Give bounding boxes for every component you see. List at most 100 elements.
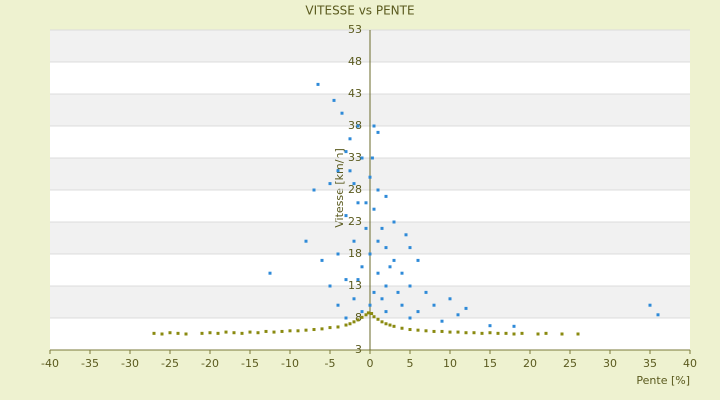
point	[440, 319, 444, 323]
point	[376, 130, 380, 134]
y-tick-label: 18	[348, 247, 362, 260]
point	[372, 290, 376, 294]
x-tick-label: -5	[325, 357, 336, 370]
point	[176, 331, 180, 335]
point	[372, 207, 376, 211]
chart-title: VITESSE vs PENTE	[305, 4, 414, 18]
point	[344, 214, 348, 218]
x-tick-label: -35	[81, 357, 99, 370]
point	[348, 322, 352, 326]
point	[328, 284, 332, 288]
point	[268, 271, 272, 275]
point	[376, 317, 380, 321]
x-tick-label: 10	[443, 357, 457, 370]
point	[424, 329, 428, 333]
point	[380, 297, 384, 301]
point	[408, 316, 412, 320]
point	[304, 328, 308, 332]
point	[372, 315, 376, 319]
point	[312, 328, 316, 332]
point	[480, 331, 484, 335]
point	[408, 246, 412, 250]
point	[384, 284, 388, 288]
point	[336, 325, 340, 329]
y-tick-label: 53	[348, 23, 362, 36]
point	[488, 324, 492, 328]
point	[512, 332, 516, 336]
point	[416, 328, 420, 332]
y-tick-label: 48	[348, 55, 362, 68]
point	[440, 329, 444, 333]
y-tick-label: 43	[348, 87, 362, 100]
point	[400, 303, 404, 307]
y-tick-label: 23	[348, 215, 362, 228]
point	[384, 310, 388, 314]
x-tick-label: -15	[241, 357, 259, 370]
point	[400, 326, 404, 330]
point	[328, 326, 332, 330]
point	[366, 311, 370, 315]
point	[248, 330, 252, 334]
point	[464, 331, 468, 335]
point	[240, 331, 244, 335]
point	[216, 331, 220, 335]
point	[304, 239, 308, 243]
point	[364, 201, 368, 205]
point	[232, 331, 236, 335]
point	[352, 239, 356, 243]
point	[344, 278, 348, 282]
point	[360, 156, 364, 160]
point	[364, 313, 368, 317]
point	[536, 332, 540, 336]
x-tick-label: 30	[603, 357, 617, 370]
point	[348, 137, 352, 141]
point	[376, 188, 380, 192]
point	[356, 201, 360, 205]
point	[264, 329, 268, 333]
point	[184, 332, 188, 336]
point	[512, 324, 516, 328]
point	[332, 98, 336, 102]
point	[368, 252, 372, 256]
point	[344, 323, 348, 327]
point	[316, 82, 320, 86]
point	[224, 330, 228, 334]
point	[200, 331, 204, 335]
point	[360, 265, 364, 269]
point	[296, 329, 300, 333]
point	[160, 332, 164, 336]
y-tick-label: 33	[348, 151, 362, 164]
point	[408, 284, 412, 288]
y-tick-label: 28	[348, 183, 362, 196]
point	[400, 271, 404, 275]
point	[656, 313, 660, 317]
point	[404, 233, 408, 237]
x-tick-label: 35	[643, 357, 657, 370]
point	[384, 322, 388, 326]
point	[336, 252, 340, 256]
x-tick-label: 5	[407, 357, 414, 370]
point	[648, 303, 652, 307]
y-tick-label: 38	[348, 119, 362, 132]
point	[208, 331, 212, 335]
x-tick-label: -40	[41, 357, 59, 370]
point	[256, 331, 260, 335]
point	[380, 226, 384, 230]
point	[544, 331, 548, 335]
point	[392, 258, 396, 262]
point	[388, 265, 392, 269]
point	[448, 297, 452, 301]
point	[432, 329, 436, 333]
point	[280, 329, 284, 333]
x-tick-label: -30	[121, 357, 139, 370]
point	[352, 297, 356, 301]
y-tick-label: 13	[348, 279, 362, 292]
x-tick-label: 40	[683, 357, 697, 370]
point	[496, 331, 500, 335]
point	[364, 226, 368, 230]
point	[488, 331, 492, 335]
point	[370, 156, 374, 160]
point	[368, 303, 372, 307]
point	[360, 310, 364, 314]
point	[344, 150, 348, 154]
